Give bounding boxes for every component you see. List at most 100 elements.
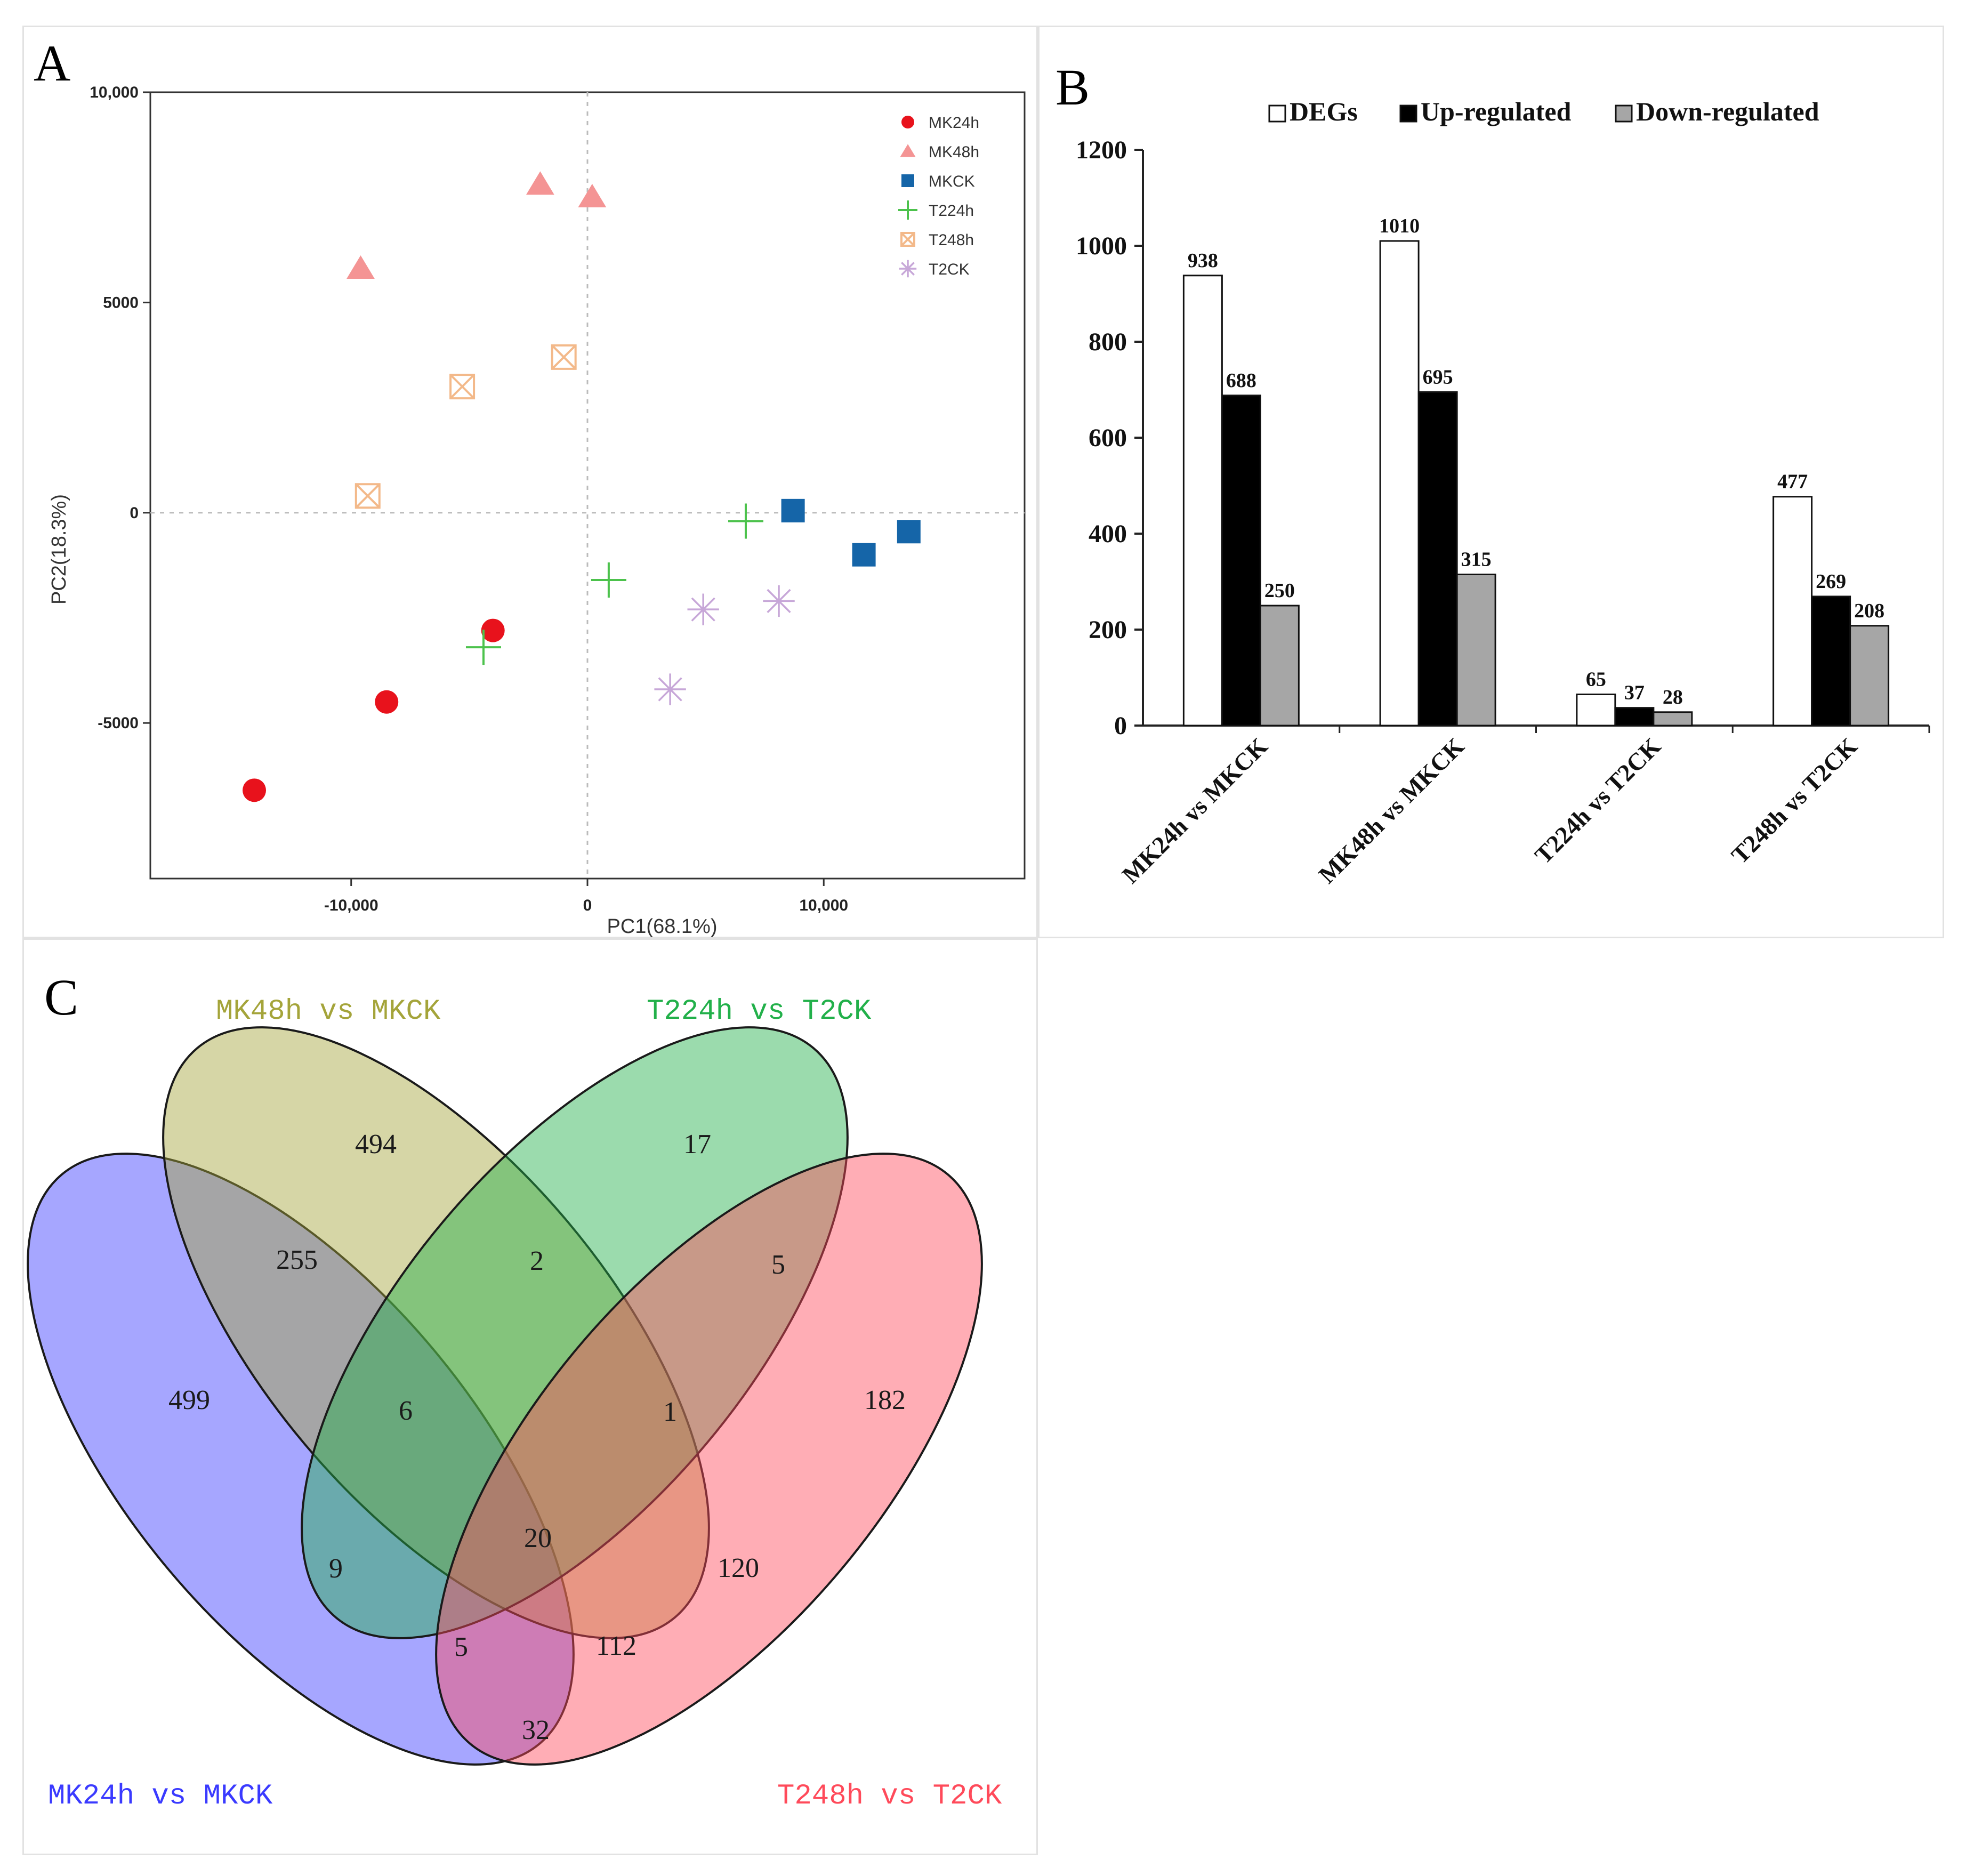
data-point-t248h xyxy=(551,344,577,370)
legend-label-mkck: MKCK xyxy=(929,173,975,190)
bar-up-regulated xyxy=(1811,595,1851,727)
bar-down-regulated xyxy=(1653,711,1693,727)
legend-label-t2ck: T2CK xyxy=(929,261,970,278)
data-point-t2ck xyxy=(654,673,686,705)
data-point-mk48h xyxy=(347,255,375,279)
x-axis-label: PC1(68.1%) xyxy=(607,915,718,938)
x-tick-label: MK24h vs MKCK xyxy=(1117,732,1273,889)
venn-set-label-mk24h-vs-mkck: MK24h vs MKCK xyxy=(48,1780,273,1813)
y-tick-label: -5000 xyxy=(98,714,139,732)
legend-label-degs: DEGs xyxy=(1290,96,1358,126)
x-tick-label: T224h vs T2CK xyxy=(1529,732,1666,869)
venn-region-ab: 255 xyxy=(276,1245,318,1275)
x-tick-label: -10,000 xyxy=(324,897,378,914)
venn-set-label-mk48h-vs-mkck: MK48h vs MKCK xyxy=(216,995,441,1028)
bar-degs xyxy=(1182,275,1223,727)
bar-value-label: 65 xyxy=(1586,669,1606,691)
bar-up-regulated xyxy=(1417,391,1458,727)
data-point-t224h xyxy=(728,503,763,539)
bar-down-regulated xyxy=(1259,605,1300,727)
venn-diagram: C MK24h vs MKCK MK48h vs MKCK T224h vs T2CK… xyxy=(27,969,1002,1813)
y-tick-label: 0 xyxy=(1114,712,1127,740)
data-point-mk24h xyxy=(481,618,505,642)
data-point-t2ck xyxy=(763,585,795,617)
venn-region-c: 17 xyxy=(683,1129,711,1160)
x-tick-label: T248h vs T2CK xyxy=(1726,732,1863,869)
venn-region-b: 494 xyxy=(355,1129,397,1160)
legend-marker-mk48h xyxy=(900,144,916,157)
bar-up-regulated xyxy=(1614,707,1655,727)
bar-down-regulated xyxy=(1849,625,1890,727)
venn-set-label-t248h-vs-t2ck: T248h vs T2CK xyxy=(777,1780,1002,1813)
bar-degs xyxy=(1576,694,1616,727)
bar-value-label: 695 xyxy=(1423,366,1453,389)
legend-swatch-down-regulated xyxy=(1615,104,1633,123)
series-mk48h xyxy=(347,171,607,279)
venn-region-d: 182 xyxy=(864,1385,906,1415)
legend-swatch-up-regulated xyxy=(1399,104,1417,123)
panel-b-label: B xyxy=(1055,59,1090,116)
bar-down-regulated xyxy=(1456,574,1496,727)
bar-degs xyxy=(1772,496,1813,727)
bar-value-label: 315 xyxy=(1461,549,1492,571)
y-tick-label: 400 xyxy=(1089,520,1127,548)
venn-set-t224h-vs-t2ck xyxy=(301,1026,849,1639)
legend-marker-mkck xyxy=(901,174,914,187)
venn-region-a: 499 xyxy=(168,1385,210,1415)
panel-b: B 0 200 400 600 800 1000 1200 938 688 250 MK24h vs … xyxy=(1038,26,1944,938)
data-point-t224h xyxy=(591,562,626,598)
data-point-mk24h xyxy=(375,690,399,714)
panel-a-label: A xyxy=(34,35,70,92)
pca-scatter-plot: A -10,000 0 10,000 10,000 5000 0 -5000 PC1(68.1%… xyxy=(34,35,1026,938)
legend-label-mk24h: MK24h xyxy=(929,114,979,132)
series-t224h xyxy=(465,503,763,665)
bar-value-label: 1010 xyxy=(1379,215,1420,237)
series-t248h xyxy=(354,344,577,509)
venn-region-ac: 9 xyxy=(329,1553,343,1584)
y-tick-label: 1200 xyxy=(1076,136,1127,164)
x-tick-label: 0 xyxy=(583,897,592,914)
panel-a: A -10,000 0 10,000 10,000 5000 0 -5000 PC1(68.1%… xyxy=(22,26,1038,938)
data-point-mkck xyxy=(852,543,876,567)
venn-region-abd: 112 xyxy=(596,1631,636,1661)
legend: MK24h MK48h MKCK T224h T248h T2CK xyxy=(898,114,979,278)
venn-region-abcd: 20 xyxy=(524,1523,552,1553)
bar-value-label: 477 xyxy=(1777,471,1808,493)
data-point-t248h xyxy=(354,483,381,509)
data-point-mkck xyxy=(897,520,921,544)
x-tick-label: MK48h vs MKCK xyxy=(1314,732,1470,889)
y-tick-label: 600 xyxy=(1089,424,1127,452)
venn-set-mk48h-vs-mkck xyxy=(162,1026,710,1639)
data-point-t224h xyxy=(465,630,501,665)
legend-label-down-regulated: Down-regulated xyxy=(1636,96,1819,126)
data-point-mk48h xyxy=(526,171,554,195)
legend-label-mk48h: MK48h xyxy=(929,143,979,161)
venn-region-ad: 32 xyxy=(522,1715,550,1745)
data-point-t2ck xyxy=(687,593,719,625)
y-axis-label: PC2(18.3%) xyxy=(48,494,70,605)
venn-region-cd: 5 xyxy=(771,1250,785,1280)
bar-up-regulated xyxy=(1221,394,1261,727)
panel-c-label: C xyxy=(44,969,78,1026)
venn-region-acd: 5 xyxy=(454,1632,468,1662)
y-tick-label: 5000 xyxy=(103,294,139,311)
bar-degs xyxy=(1379,240,1420,727)
bar-value-label: 250 xyxy=(1264,579,1295,602)
legend-marker-t248h xyxy=(900,232,915,247)
data-point-mk48h xyxy=(578,183,607,207)
legend-label-t224h: T224h xyxy=(929,202,974,220)
deg-bar-chart: B 0 200 400 600 800 1000 1200 938 688 250 MK24h vs … xyxy=(1055,59,1930,889)
y-tick-label: 10,000 xyxy=(90,84,139,101)
data-point-mkck xyxy=(781,498,805,522)
panel-c: C MK24h vs MKCK MK48h vs MKCK T224h vs T2CK… xyxy=(22,938,1038,1855)
series-mkck xyxy=(781,498,921,567)
venn-region-bcd: 1 xyxy=(663,1397,677,1427)
legend-label-t248h: T248h xyxy=(929,231,974,249)
venn-set-label-t224h-vs-t2ck: T224h vs T2CK xyxy=(647,995,872,1028)
data-point-t248h xyxy=(449,374,476,400)
y-tick-label: 200 xyxy=(1089,616,1127,644)
x-tick-label: 10,000 xyxy=(799,897,848,914)
bar-value-label: 938 xyxy=(1188,249,1218,272)
series-t2ck xyxy=(654,585,795,705)
